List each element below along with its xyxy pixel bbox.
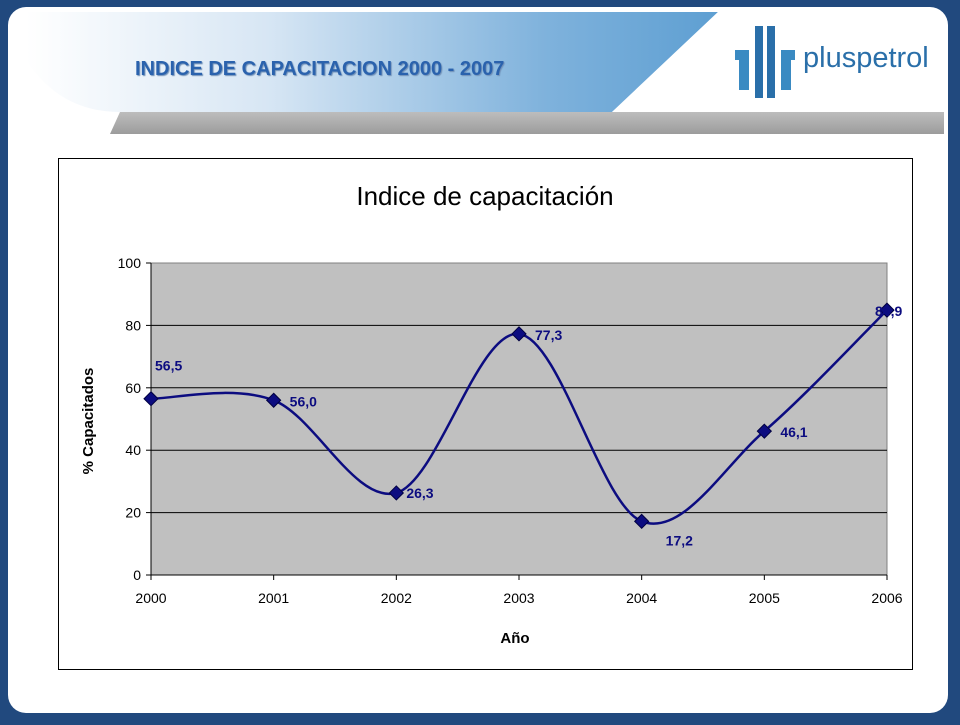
y-tick-label: 60	[125, 380, 141, 396]
data-label: 56,5	[155, 358, 182, 374]
y-tick-label: 80	[125, 317, 141, 333]
gridlines	[151, 324, 887, 514]
data-markers	[143, 302, 895, 530]
data-label: 46,1	[780, 424, 807, 440]
data-label: 17,2	[666, 532, 693, 548]
chart-title: Indice de capacitación	[356, 181, 613, 211]
x-tick-label: 2002	[381, 590, 412, 606]
data-labels: 56,5 56,0 26,3 77,3 17,2 46,1 84,9	[155, 303, 902, 548]
data-point-marker	[265, 392, 282, 408]
x-tick-label: 2001	[258, 590, 289, 606]
data-point-marker	[511, 326, 527, 342]
data-label: 26,3	[406, 485, 433, 501]
data-label: 77,3	[535, 327, 562, 343]
x-tick-label: 2004	[626, 590, 657, 606]
x-tick-label: 2003	[503, 590, 534, 606]
y-tick-label: 20	[125, 505, 141, 521]
x-axis: 2000 2001 2002 2003 2004 2005 2006	[135, 574, 903, 606]
pluspetrol-logo-icon	[735, 26, 795, 98]
y-tick-label: 40	[125, 442, 141, 458]
logo-text: pluspetrol	[803, 42, 929, 74]
x-axis-label: Año	[500, 630, 529, 647]
data-point-marker	[143, 391, 159, 407]
data-label: 56,0	[290, 393, 317, 409]
data-point-marker	[756, 423, 773, 439]
y-tick-label: 100	[118, 255, 142, 271]
data-point-marker	[633, 513, 650, 530]
chart-area: Indice de capacitación 0 20 40 60 80 100 2000…	[58, 158, 913, 670]
data-label: 84,9	[875, 303, 902, 319]
x-tick-label: 2006	[871, 590, 902, 606]
y-axis-label: % Capacitados	[80, 368, 97, 475]
line-chart: Indice de capacitación 0 20 40 60 80 100 2000…	[80, 181, 903, 647]
data-point-marker	[879, 302, 895, 318]
x-tick-label: 2005	[749, 590, 780, 606]
data-point-marker	[388, 485, 405, 501]
slide-title: INDICE DE CAPACITACION 2000 - 2007	[135, 58, 505, 80]
x-tick-label: 2000	[135, 590, 166, 606]
y-tick-label: 0	[133, 567, 141, 583]
y-axis: 0 20 40 60 80 100	[118, 255, 152, 583]
